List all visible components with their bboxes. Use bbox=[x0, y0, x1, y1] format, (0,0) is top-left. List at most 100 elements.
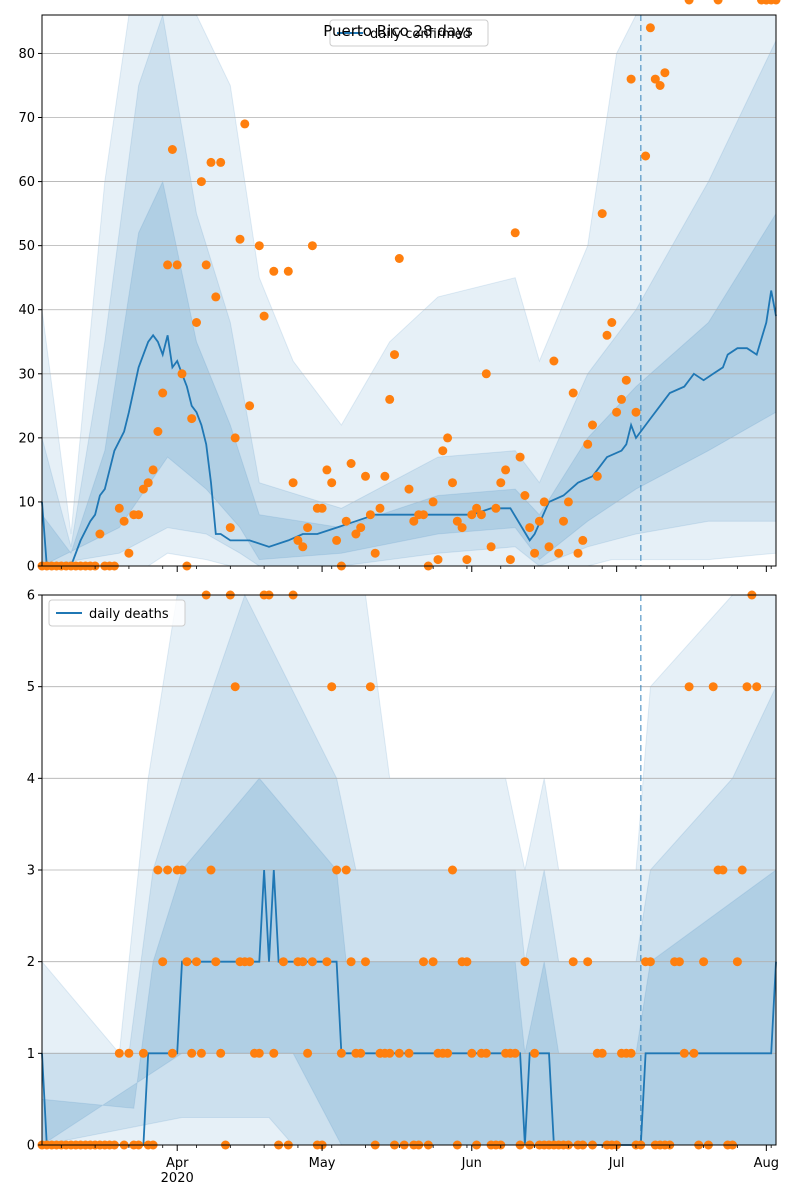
y-tick-label: 1 bbox=[27, 1047, 35, 1062]
observed-point bbox=[650, 74, 660, 84]
observed-point bbox=[230, 682, 240, 692]
observed-point bbox=[534, 516, 544, 526]
observed-point bbox=[699, 957, 709, 967]
deaths-observed-points bbox=[37, 0, 781, 1150]
observed-point bbox=[365, 510, 375, 520]
y-tick-label: 0 bbox=[27, 1139, 35, 1154]
observed-point bbox=[298, 542, 308, 552]
y-tick-label: 6 bbox=[27, 589, 35, 604]
observed-point bbox=[346, 957, 356, 967]
confirmed-axes: 0 10 20 30 40 50 60 70 80 bbox=[18, 14, 777, 575]
observed-point bbox=[515, 452, 525, 462]
observed-point bbox=[448, 478, 457, 488]
observed-point bbox=[211, 957, 221, 967]
observed-point bbox=[602, 330, 612, 340]
y-tick-label: 40 bbox=[18, 303, 35, 318]
observed-point bbox=[752, 682, 762, 692]
x-tick-label: May bbox=[309, 1156, 336, 1171]
observed-point bbox=[510, 1048, 520, 1058]
y-tick-label: 4 bbox=[27, 772, 35, 787]
observed-point bbox=[332, 865, 342, 875]
observed-point bbox=[356, 1048, 366, 1058]
observed-point bbox=[269, 1048, 279, 1058]
observed-point bbox=[462, 957, 472, 967]
observed-point bbox=[119, 516, 129, 526]
observed-point bbox=[394, 254, 404, 263]
observed-point bbox=[187, 1048, 197, 1058]
legend-box bbox=[329, 19, 489, 47]
observed-point bbox=[269, 266, 279, 276]
observed-point bbox=[351, 529, 361, 539]
observed-point bbox=[134, 510, 144, 520]
observed-point bbox=[361, 471, 370, 481]
observed-point bbox=[684, 682, 694, 692]
observed-point bbox=[491, 503, 501, 513]
observed-point bbox=[158, 957, 168, 967]
observed-point bbox=[293, 535, 303, 545]
observed-point bbox=[254, 241, 264, 251]
observed-point bbox=[404, 1048, 414, 1058]
observed-point bbox=[192, 957, 201, 967]
observed-point bbox=[544, 542, 554, 552]
observed-point bbox=[419, 957, 428, 967]
observed-point bbox=[303, 1048, 313, 1058]
observed-point bbox=[612, 407, 622, 417]
x-tick-year-label: 2020 bbox=[161, 1171, 194, 1186]
observed-point bbox=[278, 957, 288, 967]
observed-point bbox=[163, 260, 173, 270]
observed-point bbox=[114, 503, 124, 513]
observed-point bbox=[394, 1048, 404, 1058]
x-tick-label: Apr bbox=[166, 1156, 189, 1171]
observed-point bbox=[158, 388, 168, 398]
observed-point bbox=[148, 465, 158, 475]
observed-point bbox=[114, 1048, 124, 1058]
observed-point bbox=[201, 260, 211, 270]
observed-point bbox=[254, 1048, 264, 1058]
observed-point bbox=[307, 957, 317, 967]
observed-point bbox=[592, 471, 602, 481]
observed-point bbox=[549, 356, 559, 366]
observed-point bbox=[660, 68, 670, 78]
observed-point bbox=[559, 516, 568, 526]
observed-point bbox=[124, 548, 134, 558]
y-tick-label: 60 bbox=[18, 175, 35, 190]
observed-point bbox=[626, 74, 636, 84]
observed-point bbox=[245, 957, 255, 967]
observed-point bbox=[597, 209, 607, 219]
observed-point bbox=[380, 471, 390, 481]
observed-point bbox=[583, 957, 593, 967]
observed-point bbox=[476, 510, 486, 520]
observed-point bbox=[138, 1048, 148, 1058]
observed-point bbox=[626, 1048, 636, 1058]
observed-point bbox=[245, 401, 255, 411]
axes-frame bbox=[41, 14, 777, 567]
observed-point bbox=[433, 555, 443, 565]
observed-point bbox=[689, 1048, 699, 1058]
observed-point bbox=[443, 1048, 453, 1058]
confirmed-observed-points bbox=[37, 0, 771, 571]
observed-point bbox=[327, 682, 337, 692]
observed-point bbox=[153, 865, 163, 875]
observed-point bbox=[235, 234, 245, 244]
observed-point bbox=[216, 1048, 226, 1058]
observed-point bbox=[327, 478, 337, 488]
observed-point bbox=[177, 865, 187, 875]
confirmed-legend: daily confirmed bbox=[329, 19, 489, 47]
deaths-legend: daily deaths bbox=[48, 599, 186, 627]
observed-point bbox=[607, 318, 617, 327]
observed-point bbox=[737, 865, 747, 875]
x-tick-label: Jul bbox=[608, 1156, 625, 1171]
y-tick-label: 5 bbox=[27, 680, 35, 695]
observed-point bbox=[583, 439, 593, 449]
observed-point bbox=[336, 1048, 346, 1058]
legend-box bbox=[48, 599, 186, 627]
observed-point bbox=[206, 157, 216, 167]
observed-point bbox=[182, 957, 192, 967]
observed-point bbox=[172, 260, 182, 270]
observed-point bbox=[510, 228, 520, 238]
observed-point bbox=[298, 957, 308, 967]
observed-point bbox=[163, 865, 173, 875]
confirmed-gridlines bbox=[42, 53, 776, 567]
